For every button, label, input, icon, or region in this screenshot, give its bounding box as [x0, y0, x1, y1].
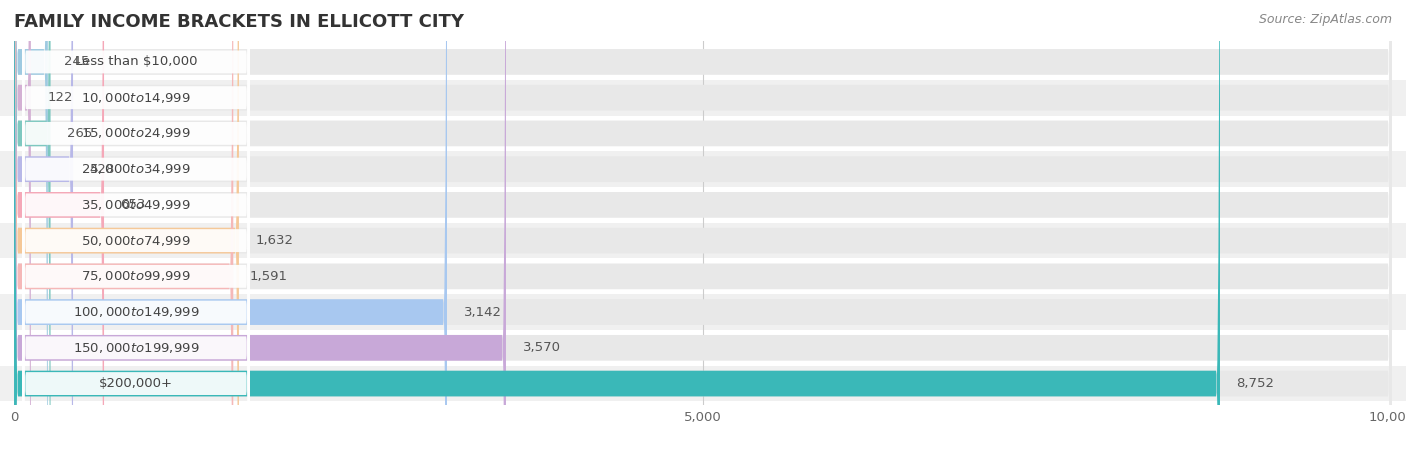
FancyBboxPatch shape	[14, 0, 506, 450]
Bar	[0, 258, 1406, 294]
FancyBboxPatch shape	[22, 0, 250, 450]
Bar	[0, 294, 1406, 330]
FancyBboxPatch shape	[14, 0, 1392, 450]
Bar	[0, 187, 1406, 223]
Text: Less than $10,000: Less than $10,000	[75, 55, 197, 68]
FancyBboxPatch shape	[14, 0, 1392, 450]
FancyBboxPatch shape	[14, 0, 1220, 450]
Bar	[0, 366, 1406, 401]
FancyBboxPatch shape	[22, 0, 250, 450]
FancyBboxPatch shape	[22, 0, 250, 450]
FancyBboxPatch shape	[14, 0, 1392, 450]
FancyBboxPatch shape	[14, 0, 233, 450]
FancyBboxPatch shape	[22, 0, 250, 450]
FancyBboxPatch shape	[14, 0, 1392, 450]
Text: $150,000 to $199,999: $150,000 to $199,999	[73, 341, 200, 355]
FancyBboxPatch shape	[14, 0, 239, 450]
Bar	[0, 151, 1406, 187]
Text: 8,752: 8,752	[1236, 377, 1274, 390]
FancyBboxPatch shape	[14, 0, 51, 450]
Text: FAMILY INCOME BRACKETS IN ELLICOTT CITY: FAMILY INCOME BRACKETS IN ELLICOTT CITY	[14, 13, 464, 31]
FancyBboxPatch shape	[14, 0, 48, 450]
FancyBboxPatch shape	[22, 0, 250, 450]
FancyBboxPatch shape	[14, 0, 1392, 450]
FancyBboxPatch shape	[22, 0, 250, 450]
Text: 3,570: 3,570	[523, 341, 561, 354]
Text: $35,000 to $49,999: $35,000 to $49,999	[82, 198, 191, 212]
FancyBboxPatch shape	[22, 0, 250, 450]
FancyBboxPatch shape	[14, 0, 1392, 450]
FancyBboxPatch shape	[14, 0, 447, 450]
Text: 1,591: 1,591	[250, 270, 288, 283]
Bar	[0, 44, 1406, 80]
FancyBboxPatch shape	[14, 0, 104, 450]
Bar	[0, 223, 1406, 258]
Text: 3,142: 3,142	[464, 306, 502, 319]
Text: Source: ZipAtlas.com: Source: ZipAtlas.com	[1258, 14, 1392, 27]
FancyBboxPatch shape	[22, 0, 250, 450]
Text: 428: 428	[90, 162, 115, 176]
Bar	[0, 116, 1406, 151]
FancyBboxPatch shape	[14, 0, 1392, 450]
Text: 1,632: 1,632	[256, 234, 294, 247]
FancyBboxPatch shape	[14, 0, 1392, 450]
Text: 265: 265	[67, 127, 93, 140]
FancyBboxPatch shape	[22, 0, 250, 450]
Text: 122: 122	[48, 91, 73, 104]
FancyBboxPatch shape	[14, 0, 1392, 450]
Text: $15,000 to $24,999: $15,000 to $24,999	[82, 126, 191, 140]
Text: $75,000 to $99,999: $75,000 to $99,999	[82, 270, 191, 284]
FancyBboxPatch shape	[14, 0, 31, 450]
Text: $10,000 to $14,999: $10,000 to $14,999	[82, 91, 191, 105]
FancyBboxPatch shape	[14, 0, 1392, 450]
Text: 653: 653	[121, 198, 146, 211]
FancyBboxPatch shape	[22, 0, 250, 450]
FancyBboxPatch shape	[14, 0, 73, 450]
Text: $200,000+: $200,000+	[98, 377, 173, 390]
Text: $100,000 to $149,999: $100,000 to $149,999	[73, 305, 200, 319]
Bar	[0, 330, 1406, 366]
Text: 245: 245	[65, 55, 90, 68]
Text: $50,000 to $74,999: $50,000 to $74,999	[82, 234, 191, 248]
Text: $25,000 to $34,999: $25,000 to $34,999	[82, 162, 191, 176]
Bar	[0, 80, 1406, 116]
